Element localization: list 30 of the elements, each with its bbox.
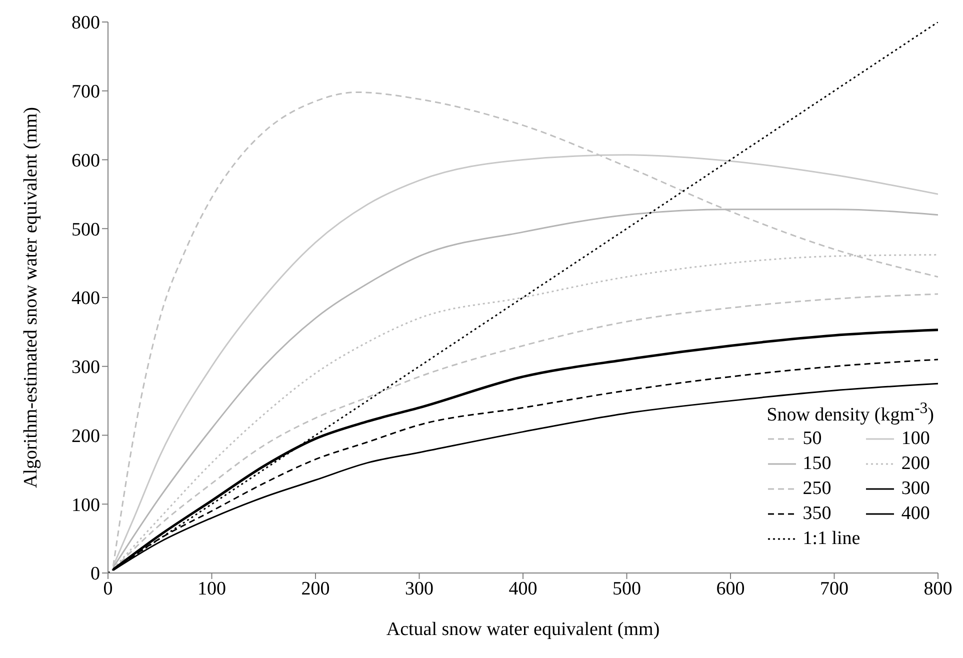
- y-tick-label: 200: [72, 426, 100, 447]
- y-tick-label: 100: [72, 494, 100, 516]
- legend-label: 200: [901, 452, 930, 476]
- y-tick-label: 700: [72, 82, 100, 103]
- y-tick-label: 0: [90, 564, 100, 585]
- y-tick-label: 800: [72, 12, 100, 34]
- legend-label: 350: [802, 502, 832, 526]
- x-tick-label: 400: [508, 578, 538, 600]
- y-tick-label: 500: [72, 219, 100, 240]
- legend-label: 150: [802, 452, 832, 476]
- x-tick-label: 600: [716, 578, 745, 600]
- x-tick-label: 200: [301, 578, 330, 600]
- x-tick-label: 300: [405, 578, 434, 600]
- legend-label: 50: [802, 427, 822, 451]
- legend-title: Snow density (kgm$^{-3}$): [766, 400, 934, 426]
- y-tick-label: 400: [72, 288, 100, 310]
- x-axis-title: Actual snow water equivalent (mm): [386, 619, 660, 640]
- legend-label: 250: [802, 477, 832, 501]
- x-tick-label: 800: [924, 578, 952, 600]
- y-tick-label: 300: [72, 357, 100, 378]
- x-tick-label: 700: [820, 578, 848, 600]
- legend-label: 1:1 line: [802, 527, 860, 551]
- x-tick-label: 0: [103, 578, 113, 600]
- legend-label: 300: [901, 477, 930, 501]
- legend-label: 100: [901, 427, 930, 451]
- y-tick-label: 600: [72, 150, 100, 172]
- legend-label: 400: [901, 502, 930, 526]
- y-axis-title: Algorithm-estimated snow water equivalent (mm): [20, 107, 42, 488]
- x-tick-label: 500: [612, 578, 641, 600]
- x-tick-label: 100: [198, 578, 226, 600]
